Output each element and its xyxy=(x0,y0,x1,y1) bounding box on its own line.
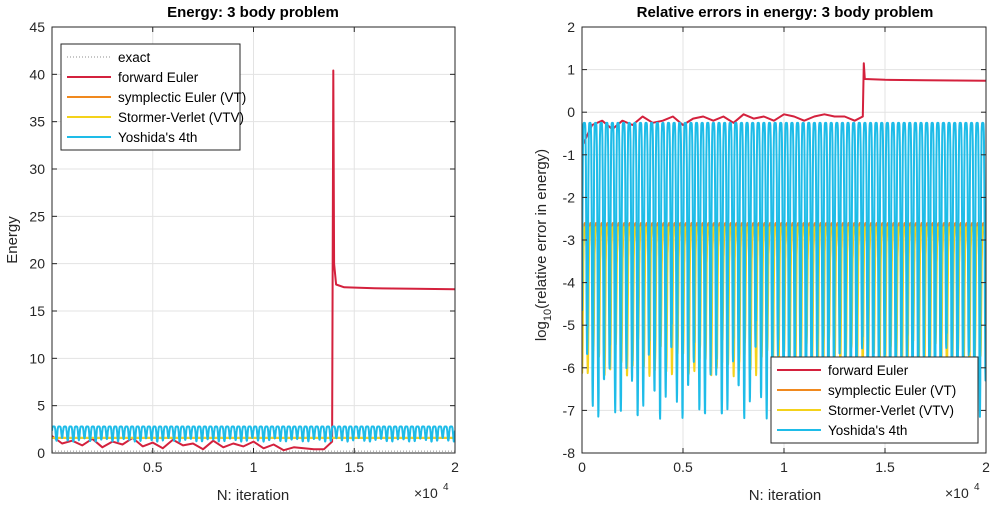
energy-legend-label: forward Euler xyxy=(118,70,199,85)
energy-x-exponent: ×10 4 xyxy=(414,482,449,501)
energy-x-tick-label: 1 xyxy=(250,459,258,475)
energy-x-tick-label: 1.5 xyxy=(345,459,365,475)
relative-error-y-axis-label: log10(relative error in energy) xyxy=(533,149,554,341)
relative-error-y-label-rest: (relative error in energy) xyxy=(533,149,550,309)
relative-error-legend-label: forward Euler xyxy=(828,363,909,378)
relative-error-y-tick-label: -8 xyxy=(563,445,576,461)
relative-error-legend-label: Yoshida's 4th xyxy=(828,423,907,438)
energy-legend-label: Yoshida's 4th xyxy=(118,130,197,145)
relative-error-y-tick-label: 1 xyxy=(567,62,575,78)
relative-error-x-tick-label: 1.5 xyxy=(875,459,895,475)
relative-error-y-tick-label: -1 xyxy=(563,147,576,163)
relative-error-chart-title: Relative errors in energy: 3 body proble… xyxy=(637,4,934,21)
energy-y-tick-label: 35 xyxy=(29,114,45,130)
energy-series-yoshida-s-4th xyxy=(52,425,455,443)
relative-error-y-tick-label: -4 xyxy=(563,275,576,291)
energy-y-tick-label: 30 xyxy=(29,161,45,177)
relative-error-panel: Relative errors in energy: 3 body proble… xyxy=(533,4,990,504)
relative-error-y-tick-label: -2 xyxy=(563,189,576,205)
energy-legend: exact forward Euler symplectic Euler (VT) S… xyxy=(60,43,246,151)
relative-error-y-tick-label: -3 xyxy=(563,232,576,248)
energy-legend-label: exact xyxy=(118,50,151,65)
relative-error-y-tick-label: -5 xyxy=(563,317,576,333)
relative-error-series-forward-euler xyxy=(582,62,986,147)
energy-panel: Energy: 3 body problem 0.5 1 1.5 2051015202… xyxy=(4,4,459,504)
relative-error-legend-label: Stormer-Verlet (VTV) xyxy=(828,403,954,418)
relative-error-y-label-log: log xyxy=(533,321,550,341)
energy-y-axis-label: Energy xyxy=(4,216,21,264)
relative-error-y-label-sub: 10 xyxy=(542,309,554,321)
relative-error-y-tick-label: 0 xyxy=(567,104,575,120)
relative-error-x-tick-label: 0.5 xyxy=(673,459,693,475)
relative-error-y-tick-label: -7 xyxy=(563,402,576,418)
energy-series-group xyxy=(52,69,455,452)
relative-error-x-tick-label: 1 xyxy=(780,459,788,475)
relative-error-legend-box xyxy=(770,356,979,444)
relative-error-x-axis-label: N: iteration xyxy=(749,487,822,504)
energy-x-exponent-power: 4 xyxy=(443,482,449,493)
relative-error-x-tick-label: 0 xyxy=(578,459,586,475)
relative-error-y-tick-label: 2 xyxy=(567,19,575,35)
relative-error-x-tick-label: 2 xyxy=(982,459,990,475)
relative-error-x-exponent: ×10 4 xyxy=(945,482,980,501)
relative-error-x-exponent-base: ×10 xyxy=(945,485,969,501)
energy-y-tick-label: 0 xyxy=(37,445,45,461)
energy-y-tick-label: 25 xyxy=(29,208,45,224)
energy-y-tick-label: 15 xyxy=(29,303,45,319)
energy-y-tick-label: 5 xyxy=(37,398,45,414)
relative-error-legend: forward Euler symplectic Euler (VT) Storme… xyxy=(770,356,979,444)
svg-text:log10(relative error in energy: log10(relative error in energy) xyxy=(533,149,554,341)
energy-y-tick-label: 20 xyxy=(29,256,45,272)
energy-chart-title: Energy: 3 body problem xyxy=(167,4,339,21)
relative-error-x-exponent-power: 4 xyxy=(974,482,980,493)
energy-x-axis-label: N: iteration xyxy=(217,487,290,504)
energy-y-tick-label: 10 xyxy=(29,350,45,366)
energy-y-tick-label: 40 xyxy=(29,66,45,82)
relative-error-legend-label: symplectic Euler (VT) xyxy=(828,383,956,398)
energy-x-tick-label: 0.5 xyxy=(143,459,163,475)
energy-x-tick-label: 2 xyxy=(451,459,459,475)
relative-error-y-tick-label: -6 xyxy=(563,360,576,376)
energy-x-exponent-base: ×10 xyxy=(414,485,438,501)
energy-series-forward-euler xyxy=(52,69,455,452)
energy-legend-label: Stormer-Verlet (VTV) xyxy=(118,110,244,125)
energy-y-tick-label: 45 xyxy=(29,19,45,35)
energy-legend-label: symplectic Euler (VT) xyxy=(118,90,246,105)
